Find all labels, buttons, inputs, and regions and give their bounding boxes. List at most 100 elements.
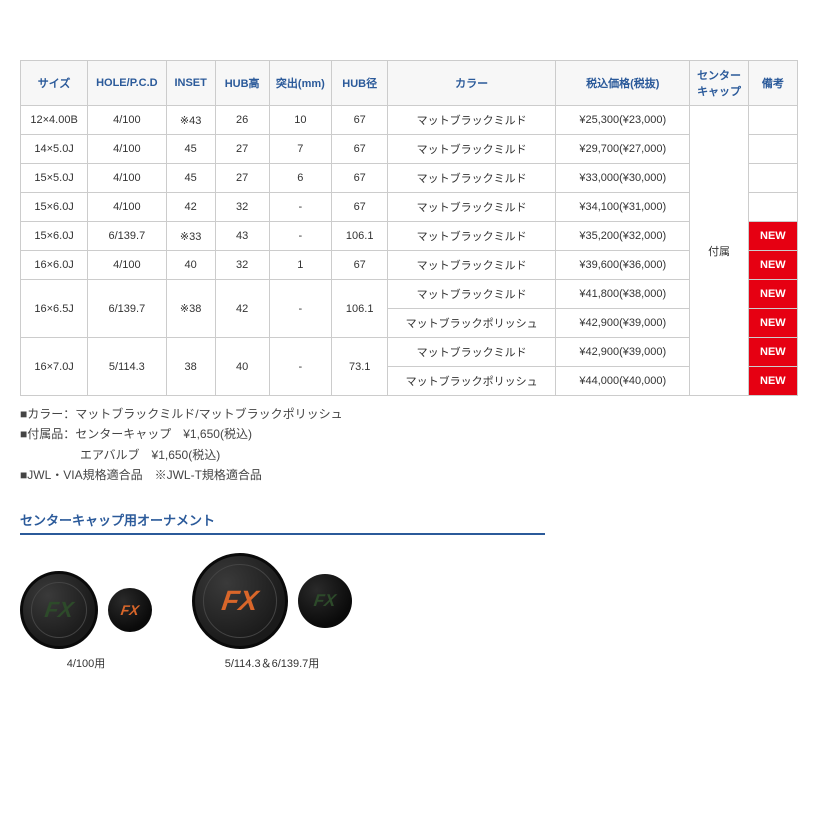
- new-badge: NEW: [748, 251, 797, 280]
- table-cell: 45: [166, 164, 215, 193]
- table-cell: 32: [215, 251, 269, 280]
- table-row: 16×6.5J6/139.7※3842-106.1マットブラックミルド¥41,8…: [21, 280, 798, 309]
- ornament-label: 4/100用: [20, 655, 152, 671]
- table-cell: 40: [166, 251, 215, 280]
- note-line: エアバルブ ¥1,650(税込): [20, 445, 798, 465]
- table-cell: 106.1: [332, 280, 388, 338]
- table-cell: マットブラックポリッシュ: [388, 309, 556, 338]
- table-cell: 6/139.7: [88, 222, 166, 251]
- table-cell: ※33: [166, 222, 215, 251]
- note-line: ■カラー：マットブラックミルド/マットブラックポリッシュ: [20, 404, 798, 424]
- table-cell: ※43: [166, 106, 215, 135]
- table-cell: -: [269, 193, 332, 222]
- logo-icon: FX: [313, 591, 338, 611]
- new-badge: NEW: [748, 280, 797, 309]
- logo-icon: FX: [120, 602, 140, 618]
- th-biko: 備考: [748, 61, 797, 106]
- table-cell: マットブラックミルド: [388, 164, 556, 193]
- table-cell: ¥29,700(¥27,000): [556, 135, 690, 164]
- table-cell: 6/139.7: [88, 280, 166, 338]
- ornaments-area: FX FX 4/100用 FX FX 5/114.3＆6/139.7用: [20, 553, 798, 671]
- table-cell: -: [269, 338, 332, 396]
- table-cell: [748, 106, 797, 135]
- table-cell: ¥25,300(¥23,000): [556, 106, 690, 135]
- cap-large-icon: FX: [192, 553, 288, 649]
- table-row: 15×6.0J4/1004232-67マットブラックミルド¥34,100(¥31…: [21, 193, 798, 222]
- table-cell: 5/114.3: [88, 338, 166, 396]
- notes-block: ■カラー：マットブラックミルド/マットブラックポリッシュ ■付属品：センターキャ…: [20, 404, 798, 486]
- table-cell: 27: [215, 164, 269, 193]
- table-cell: 付属: [690, 106, 748, 396]
- table-cell: 10: [269, 106, 332, 135]
- cap-large-icon: FX: [20, 571, 98, 649]
- table-cell: 38: [166, 338, 215, 396]
- table-cell: [748, 164, 797, 193]
- table-cell: 1: [269, 251, 332, 280]
- table-cell: マットブラックミルド: [388, 135, 556, 164]
- th-tsuki: 突出(mm): [269, 61, 332, 106]
- new-badge: NEW: [748, 222, 797, 251]
- table-cell: 4/100: [88, 164, 166, 193]
- table-cell: 12×4.00B: [21, 106, 88, 135]
- table-cell: マットブラックポリッシュ: [388, 367, 556, 396]
- section-title: センターキャップ用オーナメント: [20, 510, 545, 535]
- table-cell: ¥44,000(¥40,000): [556, 367, 690, 396]
- table-cell: 27: [215, 135, 269, 164]
- table-cell: 15×6.0J: [21, 193, 88, 222]
- new-badge: NEW: [748, 367, 797, 396]
- th-price: 税込価格(税抜): [556, 61, 690, 106]
- table-cell: 67: [332, 106, 388, 135]
- table-cell: 73.1: [332, 338, 388, 396]
- table-cell: 106.1: [332, 222, 388, 251]
- table-cell: [748, 135, 797, 164]
- table-row: 15×6.0J6/139.7※3343-106.1マットブラックミルド¥35,2…: [21, 222, 798, 251]
- note-line: ■付属品：センターキャップ ¥1,650(税込): [20, 424, 798, 444]
- table-cell: 67: [332, 193, 388, 222]
- table-cell: 4/100: [88, 106, 166, 135]
- table-cell: 16×6.5J: [21, 280, 88, 338]
- th-inset: INSET: [166, 61, 215, 106]
- table-cell: ¥42,900(¥39,000): [556, 338, 690, 367]
- th-cap: センターキャップ: [690, 61, 748, 106]
- th-hubkei: HUB径: [332, 61, 388, 106]
- table-cell: 15×6.0J: [21, 222, 88, 251]
- ornament-label: 5/114.3＆6/139.7用: [192, 655, 352, 671]
- new-badge: NEW: [748, 338, 797, 367]
- table-cell: ¥35,200(¥32,000): [556, 222, 690, 251]
- table-cell: マットブラックミルド: [388, 222, 556, 251]
- table-cell: マットブラックミルド: [388, 193, 556, 222]
- table-cell: マットブラックミルド: [388, 280, 556, 309]
- note-line: ■JWL・VIA規格適合品 ※JWL-T規格適合品: [20, 465, 798, 485]
- table-cell: ¥42,900(¥39,000): [556, 309, 690, 338]
- table-cell: 14×5.0J: [21, 135, 88, 164]
- table-cell: 15×5.0J: [21, 164, 88, 193]
- table-cell: 43: [215, 222, 269, 251]
- new-badge: NEW: [748, 309, 797, 338]
- table-cell: 6: [269, 164, 332, 193]
- table-row: 12×4.00B4/100※43261067マットブラックミルド¥25,300(…: [21, 106, 798, 135]
- table-row: 16×7.0J5/114.33840-73.1マットブラックミルド¥42,900…: [21, 338, 798, 367]
- th-hole: HOLE/P.C.D: [88, 61, 166, 106]
- table-cell: ※38: [166, 280, 215, 338]
- table-cell: 67: [332, 251, 388, 280]
- table-cell: 16×6.0J: [21, 251, 88, 280]
- table-cell: 26: [215, 106, 269, 135]
- cap-small-icon: FX: [298, 574, 352, 628]
- table-cell: 42: [215, 280, 269, 338]
- table-cell: マットブラックミルド: [388, 251, 556, 280]
- table-cell: 67: [332, 164, 388, 193]
- table-cell: マットブラックミルド: [388, 106, 556, 135]
- ornament-group-2: FX FX 5/114.3＆6/139.7用: [192, 553, 352, 671]
- table-cell: 32: [215, 193, 269, 222]
- table-cell: -: [269, 280, 332, 338]
- table-cell: 4/100: [88, 193, 166, 222]
- table-row: 16×6.0J4/1004032167マットブラックミルド¥39,600(¥36…: [21, 251, 798, 280]
- table-cell: 40: [215, 338, 269, 396]
- cap-small-icon: FX: [108, 588, 152, 632]
- table-row: 14×5.0J4/1004527767マットブラックミルド¥29,700(¥27…: [21, 135, 798, 164]
- table-cell: 7: [269, 135, 332, 164]
- table-cell: ¥33,000(¥30,000): [556, 164, 690, 193]
- table-header-row: サイズ HOLE/P.C.D INSET HUB高 突出(mm) HUB径 カラ…: [21, 61, 798, 106]
- table-cell: 16×7.0J: [21, 338, 88, 396]
- ornament-group-1: FX FX 4/100用: [20, 571, 152, 671]
